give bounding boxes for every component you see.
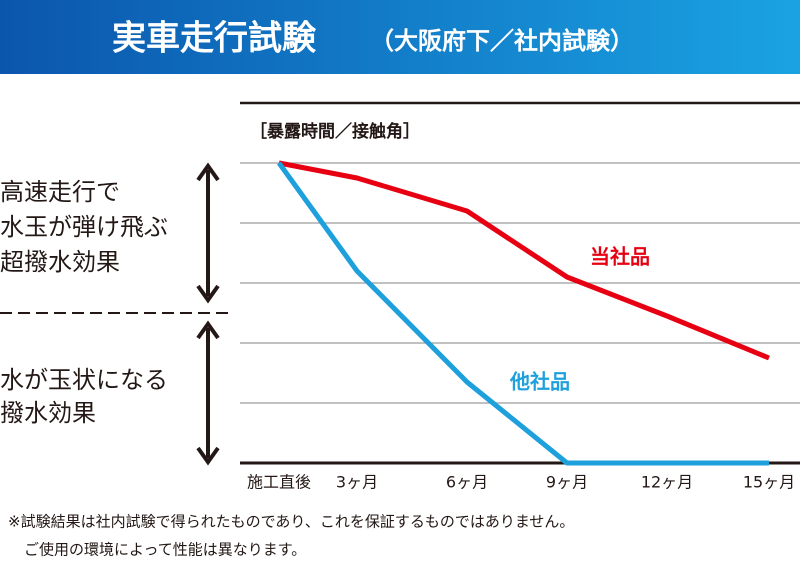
series-label: 当社品 [590, 245, 650, 269]
series-line [278, 160, 770, 361]
header-subtitle: （大阪府下／社内試験） [370, 27, 634, 55]
series-line [276, 161, 769, 466]
side-label: 超撥水効果 [0, 248, 120, 276]
x-tick-label: 12ヶ月 [641, 473, 693, 492]
x-tick-label: 9ヶ月 [546, 473, 588, 492]
axis-label: ［暴露時間／接触角］ [250, 121, 420, 142]
side-label: 水玉が弾け飛ぶ [0, 213, 168, 241]
note: ※試験結果は社内試験で得られたものであり、これを保証するものではありません。 [8, 513, 574, 531]
note: ご使用の環境によって性能は異なります。 [24, 541, 306, 559]
series-label: 他社品 [509, 370, 570, 394]
x-tick-label: 3ヶ月 [336, 473, 378, 492]
header-title: 実車走行試験 [112, 19, 317, 59]
side-label: 高速走行で [0, 178, 120, 206]
side-label: 撥水効果 [0, 399, 96, 427]
x-tick-label: 15ヶ月 [743, 473, 795, 492]
header-banner [0, 0, 800, 74]
side-label: 水が玉状になる [0, 366, 168, 394]
x-tick-label: 施工直後 [247, 473, 311, 492]
arrows [196, 162, 220, 466]
x-tick-label: 6ヶ月 [446, 473, 488, 492]
